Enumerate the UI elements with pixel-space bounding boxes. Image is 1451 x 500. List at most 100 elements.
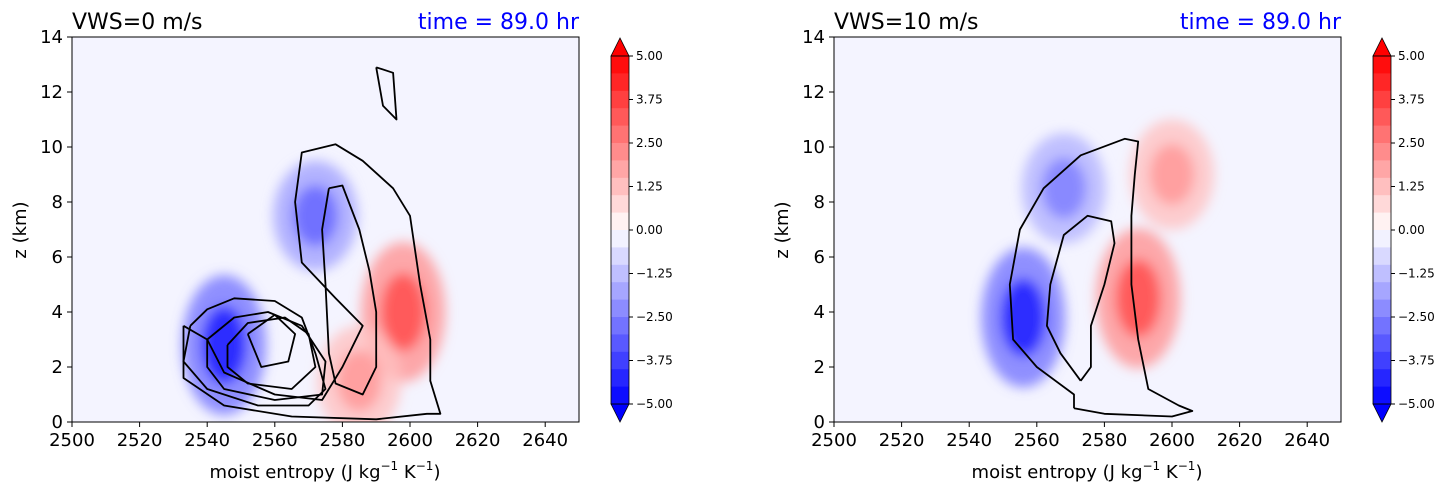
colorbar-tick-label: −3.75	[636, 354, 673, 368]
colorbar-extend-min	[1372, 403, 1392, 423]
colorbar-level	[1373, 264, 1391, 283]
colorbar-level	[611, 247, 629, 266]
panel-title-right: time = 89.0 hr	[418, 10, 580, 35]
y-axis-label: z (km)	[10, 201, 31, 258]
y-tick-label: 12	[40, 82, 63, 103]
x-tick-label: 2620	[1217, 430, 1263, 451]
contour-line	[1046, 214, 1116, 382]
colorbar-level	[1373, 247, 1391, 266]
x-tick-label: 2600	[387, 430, 433, 451]
contour-line	[182, 297, 327, 407]
filled-region-core	[1001, 279, 1046, 356]
y-tick-label: 6	[52, 247, 63, 268]
colorbar-level	[611, 56, 629, 74]
filled-region-core	[337, 350, 382, 411]
filled-contour-group	[981, 119, 1214, 388]
x-tick-label: 2540	[946, 430, 992, 451]
colorbar-level	[1373, 177, 1391, 196]
colorbar-level	[611, 264, 629, 283]
y-tick-label: 4	[814, 302, 825, 323]
y-tick-label: 0	[52, 412, 63, 433]
y-tick-label: 10	[40, 137, 63, 158]
colorbar-tick-label: 3.75	[636, 93, 663, 107]
filled-region-core	[1116, 259, 1161, 337]
x-axis-label-text: moist entropy (J kg	[972, 462, 1143, 483]
y-tick-label: 8	[52, 192, 63, 213]
colorbar-level	[1373, 230, 1391, 248]
colorbar-extend-max	[1372, 37, 1392, 57]
colorbar: 5.00 3.75 2.50 1.25 0.00 −1.25 −2.50 −3.75 −5.00	[1372, 37, 1435, 423]
panel-2: 2500 2520 2540 2560 2580 2600 2620 2640 0 2 4 6 8 10…	[772, 10, 1435, 483]
x-axis-label-sup: −1	[1178, 459, 1196, 473]
x-axis-label-end: )	[1195, 462, 1202, 483]
colorbar-level	[1373, 90, 1391, 109]
colorbar-tick-label: 1.25	[636, 180, 663, 194]
y-tick-label: 6	[814, 247, 825, 268]
colorbar-level	[611, 177, 629, 196]
colorbar-tick-label: −2.50	[1398, 310, 1435, 324]
y-axis-label: z (km)	[772, 201, 793, 258]
colorbar-level	[1373, 317, 1391, 335]
x-tick-label: 2520	[879, 430, 925, 451]
colorbar-level	[611, 143, 629, 161]
x-axis-label-text: moist entropy (J kg	[210, 462, 381, 483]
colorbar-level	[611, 282, 629, 301]
x-tick-label: 2580	[1081, 430, 1127, 451]
colorbar-level	[1373, 108, 1391, 127]
y-ticks: 0 2 4 6 8 10 12 14	[802, 27, 834, 433]
colorbar-level	[1373, 212, 1391, 231]
colorbar-level	[611, 212, 629, 231]
colorbar-level	[1373, 143, 1391, 161]
filled-contours	[981, 119, 1214, 388]
filled-contours	[182, 160, 446, 422]
colorbar-level	[611, 108, 629, 127]
x-tick-label: 2600	[1149, 430, 1195, 451]
colorbar-tick-label: −1.25	[636, 267, 673, 281]
filled-region-core	[1041, 158, 1086, 219]
x-tick-label: 2620	[455, 430, 501, 451]
x-axis-label-mid: K	[398, 462, 417, 483]
colorbar-level	[611, 334, 629, 353]
colorbar-level	[611, 317, 629, 335]
x-tick-label: 2500	[811, 430, 857, 451]
x-axis-label-sup: −1	[1143, 459, 1161, 473]
colorbar-level	[1373, 56, 1391, 74]
colorbar-level	[1373, 160, 1391, 179]
colorbar-level	[611, 90, 629, 109]
x-axis-label-mid: K	[1160, 462, 1179, 483]
colorbar-tick-label: 1.25	[1398, 180, 1425, 194]
colorbar-tick-label: 5.00	[636, 49, 663, 63]
y-tick-label: 14	[802, 27, 825, 48]
colorbar-level	[1373, 334, 1391, 353]
colorbar-tick-label: 5.00	[1398, 49, 1425, 63]
colorbar-tick-label: 2.50	[1398, 136, 1425, 150]
filled-region-core	[381, 273, 426, 351]
colorbar-level	[611, 299, 629, 318]
filled-contour-group	[182, 160, 446, 422]
y-ticks: 0 2 4 6 8 10 12 14	[40, 27, 72, 433]
contour-lines	[1008, 137, 1194, 418]
x-ticks: 2500 2520 2540 2560 2580 2600 2620 2640	[49, 422, 568, 451]
panel-title-left: VWS=10 m/s	[834, 10, 979, 35]
panel-title-right: time = 89.0 hr	[1180, 10, 1342, 35]
colorbar-level	[611, 230, 629, 248]
y-tick-label: 8	[814, 192, 825, 213]
panel-title-left: VWS=0 m/s	[72, 10, 203, 35]
x-tick-label: 2520	[117, 430, 163, 451]
colorbar-tick-label: −3.75	[1398, 354, 1435, 368]
colorbar-tick-label: −1.25	[1398, 267, 1435, 281]
colorbar-tick-label: 0.00	[1398, 223, 1425, 237]
colorbar-level	[611, 125, 629, 144]
colorbar-level	[611, 73, 629, 92]
colorbar-tick-label: −2.50	[636, 310, 673, 324]
filled-region-core	[293, 185, 338, 246]
colorbar-level	[611, 351, 629, 370]
colorbar-level	[1373, 73, 1391, 92]
colorbar-level	[1373, 299, 1391, 318]
x-tick-label: 2580	[319, 430, 365, 451]
y-tick-label: 2	[814, 357, 825, 378]
x-tick-label: 2640	[522, 430, 568, 451]
x-ticks: 2500 2520 2540 2560 2580 2600 2620 2640	[811, 422, 1330, 451]
y-tick-label: 12	[802, 82, 825, 103]
